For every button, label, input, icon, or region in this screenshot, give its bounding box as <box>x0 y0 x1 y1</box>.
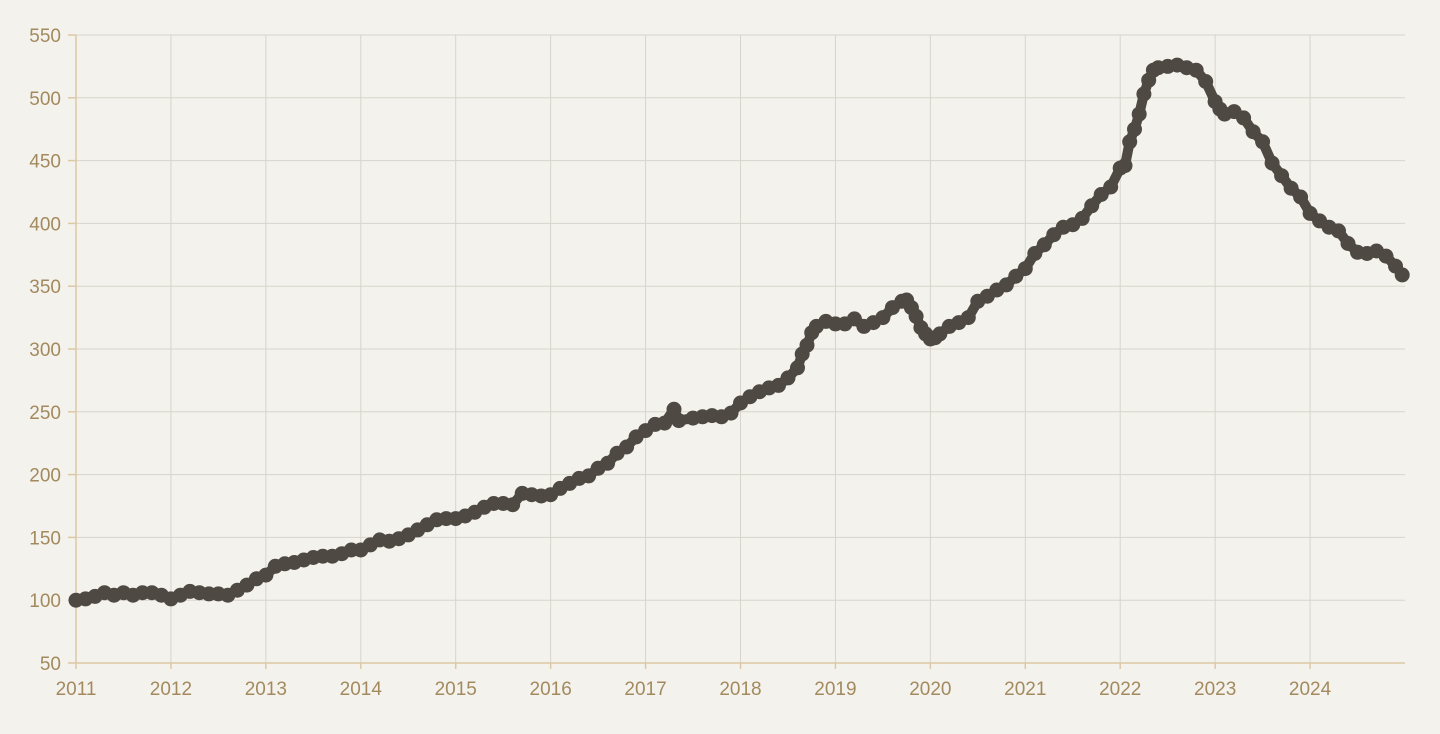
data-point <box>908 308 924 324</box>
data-point <box>960 310 976 326</box>
data-point <box>1255 134 1271 150</box>
data-point <box>1074 210 1090 226</box>
data-point <box>1198 74 1214 89</box>
x-tick-label: 2020 <box>909 679 951 700</box>
x-axis-ticks: 2011 2012 2013 2014 2015 2016 2017 2018 2019 2020… <box>56 663 1332 700</box>
data-point <box>1394 267 1410 283</box>
data-point <box>875 310 891 326</box>
series-layer <box>68 57 1410 608</box>
y-tick-label: 200 <box>29 466 61 487</box>
data-point <box>657 415 673 431</box>
data-point <box>1127 121 1142 137</box>
data-point <box>1378 248 1394 264</box>
data-point <box>1036 237 1052 253</box>
y-tick-label: 50 <box>40 654 61 675</box>
data-point <box>1027 246 1043 261</box>
data-point <box>1264 155 1280 171</box>
data-point <box>600 455 616 471</box>
x-tick-label: 2011 <box>56 679 97 700</box>
data-point <box>1117 158 1133 174</box>
x-tick-label: 2015 <box>435 679 477 700</box>
x-tick-label: 2016 <box>530 679 572 700</box>
data-point <box>1188 62 1204 78</box>
x-tick-label: 2013 <box>245 679 287 700</box>
y-tick-label: 250 <box>29 403 61 424</box>
data-point <box>1236 110 1252 126</box>
data-point <box>1136 86 1152 102</box>
data-point <box>799 337 815 353</box>
data-point <box>1017 261 1033 277</box>
x-tick-label: 2014 <box>340 679 383 700</box>
data-point <box>1084 198 1100 214</box>
data-point <box>505 497 521 513</box>
x-tick-label: 2018 <box>719 679 761 700</box>
y-tick-label: 300 <box>29 340 61 361</box>
data-point <box>1122 134 1138 150</box>
data-point <box>258 567 274 583</box>
data-point <box>666 401 682 417</box>
series-line <box>71 60 1408 606</box>
data-point <box>780 370 796 386</box>
x-tick-label: 2021 <box>1004 679 1046 700</box>
data-point <box>1274 168 1290 184</box>
x-tick-label: 2017 <box>624 679 666 700</box>
x-tick-label: 2012 <box>150 679 192 700</box>
data-point <box>1283 180 1299 196</box>
data-point <box>1245 124 1261 140</box>
data-point <box>790 360 805 376</box>
y-tick-label: 100 <box>29 591 61 612</box>
y-tick-label: 400 <box>29 214 61 235</box>
data-point <box>998 277 1014 293</box>
data-point <box>671 413 687 429</box>
y-tick-label: 450 <box>29 152 61 173</box>
data-point <box>723 405 739 421</box>
data-point <box>619 439 635 455</box>
y-tick-label: 500 <box>29 89 61 110</box>
data-point <box>1331 223 1346 239</box>
y-tick-label: 350 <box>29 277 61 298</box>
x-tick-label: 2024 <box>1289 679 1332 700</box>
y-tick-label: 550 <box>29 26 61 47</box>
x-tick-label: 2023 <box>1194 679 1236 700</box>
y-tick-label: 150 <box>29 528 61 549</box>
data-point <box>1131 106 1147 122</box>
x-tick-label: 2019 <box>814 679 856 700</box>
x-tick-label: 2022 <box>1099 679 1141 700</box>
y-axis-ticks: 50 100 150 200 250 300 350 400 450 500 550 <box>29 26 76 675</box>
data-point <box>1340 236 1356 251</box>
data-point <box>1103 179 1119 195</box>
data-point <box>1293 189 1309 205</box>
